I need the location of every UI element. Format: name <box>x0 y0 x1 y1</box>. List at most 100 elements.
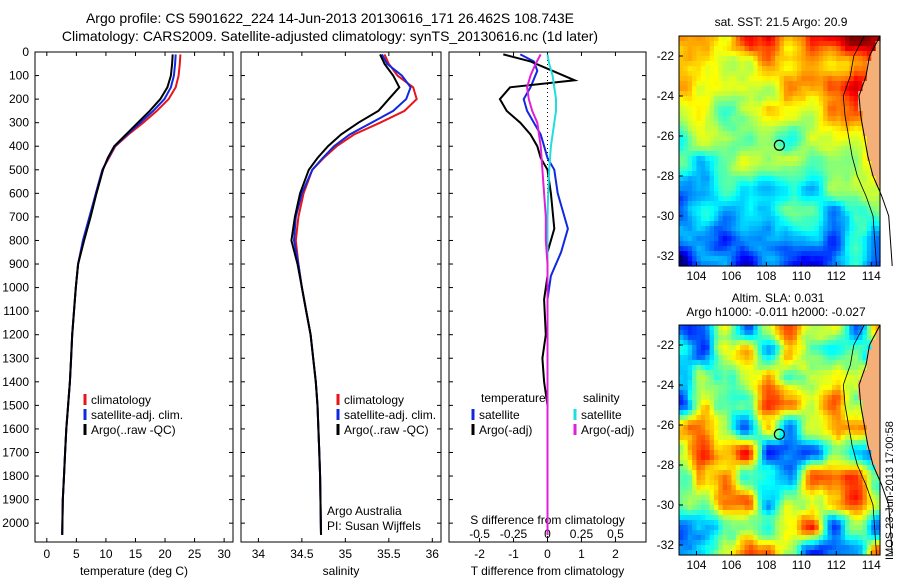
sst-map-title: sat. SST: 21.5 Argo: 20.9 <box>715 15 848 29</box>
sal-x-axis-label: salinity <box>323 564 360 578</box>
sal-axes-box <box>240 51 442 543</box>
y-tick-label: 200 <box>9 92 29 106</box>
y-tick-label: 2000 <box>2 516 29 530</box>
y-tick-label: -22 <box>657 49 675 63</box>
x-tick-label: 35 <box>339 547 353 561</box>
sal-series-line <box>290 53 401 535</box>
x-tick-label: 110 <box>792 558 811 572</box>
y-tick-label: -32 <box>657 538 675 552</box>
y-tick-label: -24 <box>657 378 675 392</box>
y-tick-label: 1500 <box>2 398 29 412</box>
y-tick-label: 1900 <box>2 493 29 507</box>
sla-argo-marker <box>773 428 785 440</box>
temp-series-line <box>61 54 174 535</box>
y-tick-label: 500 <box>9 163 29 177</box>
y-tick-label: 1700 <box>2 445 29 459</box>
temp-axes-box <box>34 51 234 543</box>
diff-x-axis-label: T difference from climatology <box>471 564 625 578</box>
y-tick-label: 400 <box>9 139 29 153</box>
x-tick-label: 20 <box>158 547 172 561</box>
y-tick-label: 700 <box>9 210 29 224</box>
x-tick-label: 34.5 <box>290 547 314 561</box>
y-tick-label: 1100 <box>3 304 29 318</box>
y-tick-label: -26 <box>657 418 675 432</box>
x-tick-label: 2 <box>612 547 619 561</box>
y-tick-label: 1200 <box>2 328 29 342</box>
sst-argo-marker <box>773 139 785 151</box>
temp-legend-label: satellite-adj. clim. <box>91 408 183 422</box>
y-tick-label: 600 <box>9 186 29 200</box>
x-tick-label: 106 <box>721 558 741 572</box>
salinity-panel: 34 34.5 35 35.5 36 salinity climatologysatelli… <box>240 51 442 578</box>
diff-temp-legend-label: Argo(-adj) <box>479 423 532 437</box>
y-tick-label: 100 <box>9 69 29 83</box>
x-tick-label: 106 <box>721 269 741 283</box>
timestamp-stamp: IMOS 23-Jun-2013 17:00:58 <box>884 421 896 560</box>
y-tick-label: -24 <box>657 89 675 103</box>
y-tick-label: -30 <box>657 209 675 223</box>
sst-axes-box <box>678 35 881 267</box>
x-tick-label: 0 <box>544 547 551 561</box>
diff-sal-legend-label: satellite <box>581 408 622 422</box>
temp-x-axis-label: temperature (deg C) <box>80 564 188 578</box>
x-tick-label: 34 <box>252 547 266 561</box>
temp-legend-label: Argo(..raw -QC) <box>91 423 176 437</box>
x-tick-label: 104 <box>686 269 706 283</box>
x-tick-label: 108 <box>756 558 776 572</box>
sst-heatmap-cells <box>679 36 881 267</box>
sla-map-panel: 104 106 108 110 112 114 -22 -24 -26 -28 -30 -32 Alti… <box>657 291 893 572</box>
y-tick-label: -28 <box>657 458 675 472</box>
x-tick-label: 108 <box>756 269 776 283</box>
sal-legend-label: satellite-adj. clim. <box>344 408 436 422</box>
figure-title-line1: Argo profile: CS 5901622_224 14-Jun-2013… <box>85 10 575 26</box>
y-tick-label: 300 <box>9 116 29 130</box>
x-tick-label: 0 <box>43 547 50 561</box>
y-tick-label: 1400 <box>2 375 29 389</box>
x-tick-label: -1 <box>508 547 519 561</box>
sla-map-title: Altim. SLA: 0.031 <box>732 291 825 305</box>
temp-legend-label: climatology <box>91 393 151 407</box>
diff-legend-heading: salinity <box>583 391 620 405</box>
x-tick-label: 10 <box>99 547 113 561</box>
sla-isobath <box>842 324 877 556</box>
x-tick-label: 30 <box>217 547 231 561</box>
x-tick-label: 5 <box>73 547 80 561</box>
y-tick-label: 800 <box>9 233 29 247</box>
diff-s-tick-label: -0.5 <box>469 527 490 541</box>
y-tick-label: 1000 <box>2 281 29 295</box>
x-tick-label: -2 <box>474 547 485 561</box>
sst-isobath <box>842 35 877 267</box>
x-tick-label: 114 <box>862 558 881 572</box>
diff-s-tick-label: -0.25 <box>500 527 528 541</box>
x-tick-label: 112 <box>827 558 846 572</box>
sst-map-panel: 104 106 108 110 112 114 -22 -24 -26 -28 -30 -32 sat.… <box>657 15 893 283</box>
diff-s-tick-label: 0.5 <box>607 527 624 541</box>
y-tick-label: -30 <box>657 498 675 512</box>
sal-legend-label: climatology <box>344 393 404 407</box>
x-tick-label: 25 <box>188 547 202 561</box>
x-tick-label: 110 <box>792 269 811 283</box>
sla-map-subtitle: Argo h1000: -0.011 h2000: -0.027 <box>686 305 866 319</box>
sal-legend-label: Argo(..raw -QC) <box>344 423 429 437</box>
sla-axes-box <box>678 324 881 556</box>
x-tick-label: 35.5 <box>377 547 401 561</box>
x-tick-label: 1 <box>578 547 585 561</box>
difference-panel: -2 -1 0 1 2-0.5 -0.25 0 0.25 0.5S difference fro… <box>448 51 647 578</box>
y-tick-label: 1300 <box>2 351 29 365</box>
sal-annotation: Argo Australia <box>327 504 402 518</box>
x-tick-label: 114 <box>862 269 881 283</box>
diff-legend-heading: temperature <box>481 391 546 405</box>
x-tick-label: 15 <box>129 547 143 561</box>
y-tick-label: -32 <box>657 249 675 263</box>
sal-annotation: PI: Susan Wijffels <box>327 519 421 533</box>
sla-coastline <box>858 324 893 556</box>
y-tick-label: 1800 <box>2 469 29 483</box>
diff-s-tick-label: 0.25 <box>570 527 594 541</box>
y-tick-label: -22 <box>657 338 675 352</box>
y-tick-label: 1600 <box>2 422 29 436</box>
x-tick-label: 36 <box>426 547 440 561</box>
diff-sal-legend-label: Argo(-adj) <box>581 423 634 437</box>
temperature-panel: 0100200300400500600700800900100011001200… <box>2 45 234 578</box>
sst-coastline <box>858 35 893 267</box>
